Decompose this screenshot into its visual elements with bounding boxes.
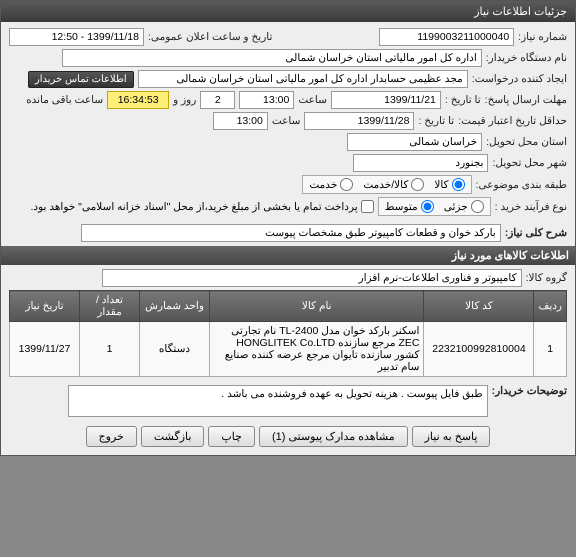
desc-field[interactable]	[81, 224, 501, 242]
contact-button[interactable]: اطلاعات تماس خریدار	[28, 71, 134, 88]
back-button[interactable]: بازگشت	[141, 426, 205, 447]
cell-code: 2232100992810004	[424, 322, 534, 377]
budget-goodserv-radio[interactable]: کالا/خدمت	[363, 178, 424, 191]
cell-unit: دستگاه	[140, 322, 210, 377]
group-field[interactable]	[102, 269, 522, 287]
valid-date-field[interactable]	[304, 112, 414, 130]
group-label: گروه کالا:	[526, 272, 567, 284]
th-date: تاریخ نیاز	[10, 291, 80, 322]
deadline-time-field[interactable]	[239, 91, 294, 109]
th-name: نام کالا	[210, 291, 424, 322]
org-label: نام دستگاه خریدار:	[486, 52, 567, 64]
deliver-prov-field[interactable]	[347, 133, 482, 151]
reply-button[interactable]: پاسخ به نیاز	[412, 426, 491, 447]
cell-qty: 1	[80, 322, 140, 377]
items-section-header: اطلاعات کالاهای مورد نیاز	[1, 246, 575, 265]
proc-part-radio[interactable]: جزئی	[444, 200, 484, 213]
budget-label: طبقه بندی موضوعی:	[476, 179, 567, 191]
th-unit: واحد شمارش	[140, 291, 210, 322]
days-field[interactable]	[200, 91, 235, 109]
table-row[interactable]: 1 2232100992810004 اسکنر بارکد خوان مدل …	[10, 322, 567, 377]
cell-name: اسکنر بارکد خوان مدل TL-2400 نام تجارتی …	[210, 322, 424, 377]
dialog-window: جزئیات اطلاعات نیاز شماره نیاز: تاریخ و …	[0, 0, 576, 456]
deliver-city-label: شهر محل تحویل:	[492, 157, 567, 169]
proc-label: نوع فرآیند خرید :	[495, 201, 567, 213]
need-no-field[interactable]	[379, 28, 514, 46]
table-header-row: ردیف کد کالا نام کالا واحد شمارش تعداد /…	[10, 291, 567, 322]
th-idx: ردیف	[534, 291, 567, 322]
cell-date: 1399/11/27	[10, 322, 80, 377]
th-qty: تعداد / مقدار	[80, 291, 140, 322]
announce-label: تاریخ و ساعت اعلان عمومی:	[148, 31, 272, 43]
deliver-prov-label: استان محل تحویل:	[486, 136, 567, 148]
th-code: کد کالا	[424, 291, 534, 322]
budget-serv-radio[interactable]: خدمت	[309, 178, 353, 191]
creator-label: ایجاد کننده درخواست:	[472, 73, 567, 85]
deadline-date-field[interactable]	[331, 91, 441, 109]
remain-label: ساعت باقی مانده	[26, 94, 103, 106]
valid-label: حداقل تاریخ اعتبار قیمت:	[458, 115, 567, 127]
time-label-1: ساعت	[298, 94, 327, 106]
deadline-to-label: تا تاریخ :	[445, 94, 481, 106]
exit-button[interactable]: خروج	[86, 426, 137, 447]
treasury-checkbox[interactable]: پرداخت تمام یا بخشی از مبلغ خرید،از محل …	[31, 200, 374, 213]
proc-mid-radio[interactable]: متوسط	[385, 200, 434, 213]
cell-idx: 1	[534, 322, 567, 377]
countdown-field: 16:34:53	[107, 91, 169, 109]
buyer-note-label: توضیحات خریدار:	[492, 385, 567, 397]
window-title: جزئیات اطلاعات نیاز	[474, 6, 567, 18]
deadline-label: مهلت ارسال پاسخ:	[485, 94, 567, 106]
budget-radio-group: کالا کالا/خدمت خدمت	[302, 175, 471, 194]
valid-time-field[interactable]	[213, 112, 268, 130]
desc-label: شرح کلی نیاز:	[505, 227, 567, 239]
deliver-city-field[interactable]	[353, 154, 488, 172]
time-label-2: ساعت	[272, 115, 301, 127]
budget-goods-radio[interactable]: کالا	[434, 178, 464, 191]
org-field[interactable]	[62, 49, 482, 67]
attach-button[interactable]: مشاهده مدارک پیوستی (1)	[259, 426, 408, 447]
buyer-note-field[interactable]: طبق فایل پیوست . هزینه تحویل به عهده فرو…	[68, 385, 488, 417]
announce-field[interactable]	[9, 28, 144, 46]
days-label: روز و	[173, 94, 196, 106]
titlebar: جزئیات اطلاعات نیاز	[1, 1, 575, 22]
valid-to-label: تا تاریخ :	[418, 115, 454, 127]
print-button[interactable]: چاپ	[208, 426, 255, 447]
items-table: ردیف کد کالا نام کالا واحد شمارش تعداد /…	[9, 290, 567, 377]
content-area: شماره نیاز: تاریخ و ساعت اعلان عمومی: نا…	[1, 22, 575, 455]
need-no-label: شماره نیاز:	[518, 31, 567, 43]
proc-radio-group: جزئی متوسط	[378, 197, 491, 216]
creator-field[interactable]	[138, 70, 468, 88]
footer-buttons: پاسخ به نیاز مشاهده مدارک پیوستی (1) چاپ…	[9, 420, 567, 449]
